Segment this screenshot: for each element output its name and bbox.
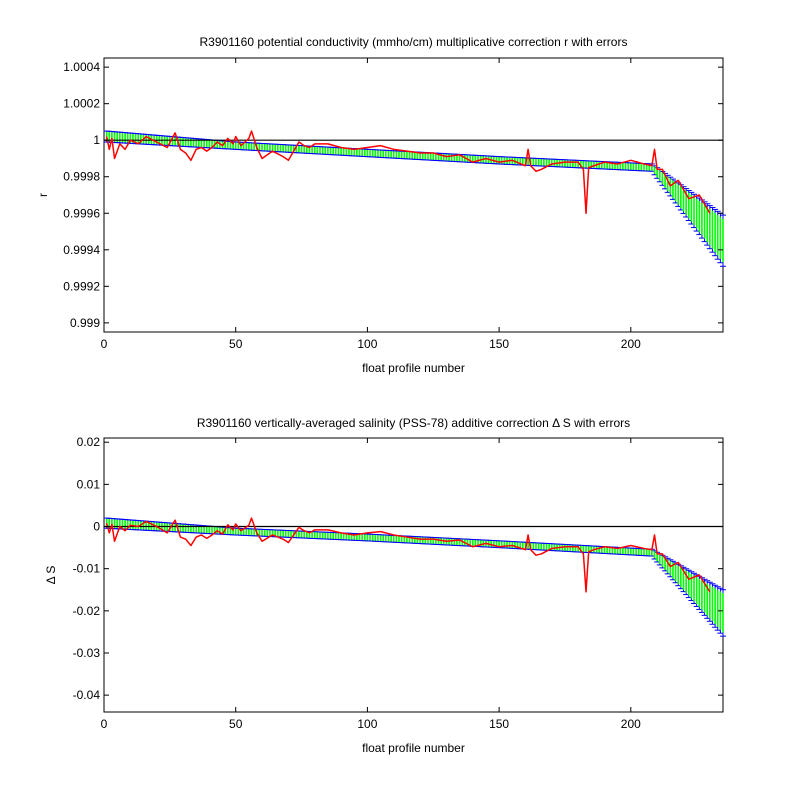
chart-top-y-tick-label: 1.0004 <box>63 60 100 74</box>
chart-top-y-tick-label: 0.9994 <box>63 243 100 257</box>
chart-top-y-tick-label: 1.0002 <box>63 97 100 111</box>
chart-top-x-tick-label: 150 <box>489 337 509 351</box>
chart-top-y-tick-label: 0.9992 <box>63 279 100 293</box>
chart-bottom-x-tick-label: 150 <box>489 717 509 731</box>
chart-bottom-measured-line <box>105 517 711 593</box>
chart-top-x-tick-label: 100 <box>357 337 377 351</box>
chart-bottom-xlabel: float profile number <box>362 741 465 755</box>
chart-top-ticks: 0 50 100 150 200 0.999 0.9992 0.9994 0.9996 0.999… <box>63 58 723 351</box>
chart-bottom-marks <box>103 517 726 637</box>
chart-top-measured-line <box>105 130 711 215</box>
chart-top-x-tick-label: 200 <box>621 337 641 351</box>
chart-bottom-x-tick-label: 200 <box>621 717 641 731</box>
chart-top-y-tick-label: 0.9998 <box>63 170 100 184</box>
chart-top-x-tick-label: 0 <box>101 337 108 351</box>
chart-bottom-y-tick-label: -0.02 <box>73 604 101 618</box>
chart-top-y-tick-label: 1 <box>93 133 100 147</box>
chart-bottom-title: R3901160 vertically-averaged salinity (P… <box>197 416 630 430</box>
chart-bottom-y-tick-label: 0.02 <box>77 435 101 449</box>
chart-top: R3901160 potential conductivity (mmho/cm… <box>36 35 726 375</box>
chart-bottom-ylabel: Δ S <box>44 566 58 585</box>
chart-top-plot-area: 0 50 100 150 200 0.999 0.9992 0.9994 0.9996 0.999… <box>63 57 726 351</box>
chart-top-y-tick-label: 0.9996 <box>63 206 100 220</box>
chart-bottom-x-tick-label: 100 <box>357 717 377 731</box>
chart-bottom-x-tick-label: 50 <box>229 717 243 731</box>
chart-bottom-y-tick-label: -0.04 <box>73 688 101 702</box>
chart-top-x-tick-label: 50 <box>229 337 243 351</box>
chart-top-marks <box>103 130 726 267</box>
chart-bottom-y-tick-label: -0.03 <box>73 646 101 660</box>
chart-bottom-y-tick-label: -0.01 <box>73 562 101 576</box>
chart-bottom-plot-area: 0 50 100 150 200 -0.04 -0.03 -0.02 -0.01 0 0.01 0.0… <box>73 435 726 731</box>
chart-bottom-y-tick-label: 0 <box>93 520 100 534</box>
chart-bottom-ticks: 0 50 100 150 200 -0.04 -0.03 -0.02 -0.01 0 0.01 0.0… <box>73 435 723 731</box>
chart-top-axes-box <box>103 57 724 333</box>
chart-top-ylabel: r <box>36 193 50 197</box>
chart-bottom-axes-box <box>103 437 724 713</box>
chart-bottom: R3901160 vertically-averaged salinity (P… <box>44 416 726 755</box>
chart-bottom-y-tick-label: 0.01 <box>77 477 101 491</box>
chart-top-y-tick-label: 0.999 <box>70 316 100 330</box>
chart-top-xlabel: float profile number <box>362 361 465 375</box>
chart-bottom-x-tick-label: 0 <box>101 717 108 731</box>
chart-top-title: R3901160 potential conductivity (mmho/cm… <box>200 35 628 49</box>
